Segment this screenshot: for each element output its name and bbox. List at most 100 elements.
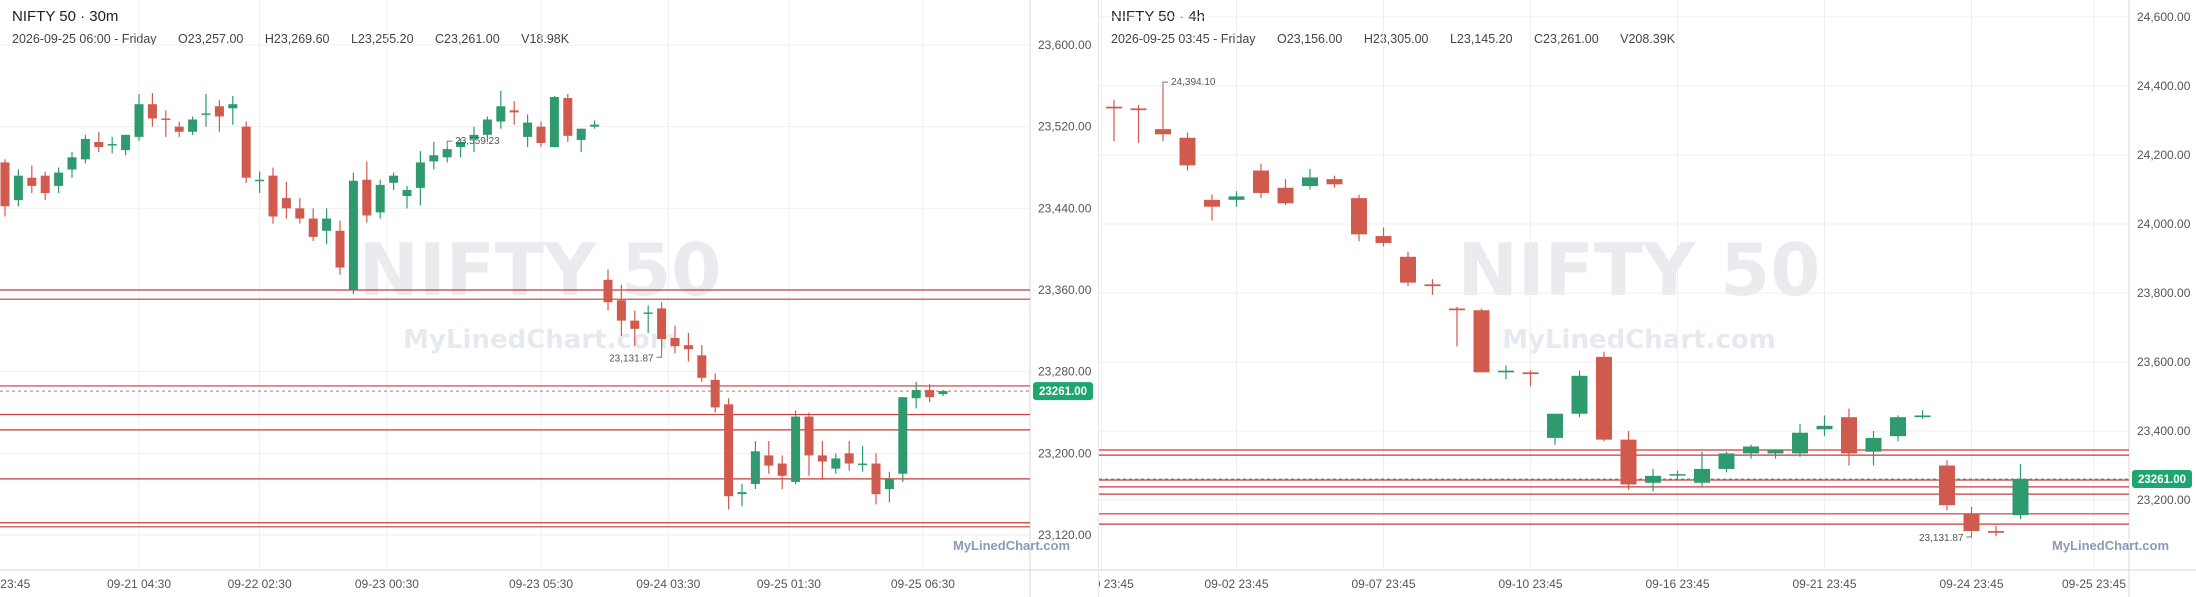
y-tick-label: 24,600.00 xyxy=(2137,10,2191,24)
candle-body xyxy=(1571,375,1588,414)
candle-body xyxy=(1228,196,1245,200)
last-price-badge xyxy=(2132,469,2192,488)
candle-body xyxy=(402,189,412,197)
candle-body xyxy=(1669,474,1686,476)
candle-body xyxy=(670,337,680,347)
bar-volume: V18.98K xyxy=(521,32,570,46)
candle-body xyxy=(241,126,251,178)
candle-body xyxy=(1130,108,1147,111)
watermark-site: MyLinedChart.com xyxy=(403,325,677,355)
x-tick-label: 09-21 04:30 xyxy=(107,577,171,591)
candle-body xyxy=(161,118,171,120)
last-price-label: 23261.00 xyxy=(1039,386,1087,398)
candle-body xyxy=(884,478,894,490)
candlestick-chart-30m[interactable]: NIFTY 50 MyLinedChart.com 23,559.23 23,131.… xyxy=(0,0,1098,597)
candle-body xyxy=(509,110,519,113)
bar-low: L23,255.20 xyxy=(350,32,414,46)
watermark-symbol: NIFTY 50 xyxy=(359,228,722,312)
candle-body xyxy=(107,144,117,146)
candle-body xyxy=(911,390,921,399)
candle-body xyxy=(335,230,345,268)
candle-body xyxy=(1620,439,1637,485)
x-tick-label: 09-25 23:45 xyxy=(2062,577,2126,591)
candle-body xyxy=(121,134,131,151)
candle-body xyxy=(563,98,573,136)
candle-body xyxy=(1596,356,1612,440)
candle-body xyxy=(1424,284,1441,287)
y-tick-label: 24,400.00 xyxy=(2137,79,2191,93)
candle-body xyxy=(1718,453,1735,469)
candle-body xyxy=(1645,475,1661,483)
x-tick-label: 09-10 23:45 xyxy=(1498,577,1562,591)
bar-volume: V208.39K xyxy=(1620,32,1676,46)
candle-body xyxy=(174,126,184,132)
candle-body xyxy=(1963,513,1980,532)
candle-body xyxy=(710,379,720,408)
candle-body xyxy=(590,124,600,127)
watermark-site: MyLinedChart.com xyxy=(1502,325,1776,355)
candle-body xyxy=(40,175,50,194)
candle-body xyxy=(228,104,238,109)
candle-body xyxy=(268,175,278,217)
bar-high: H23,305.00 xyxy=(1363,32,1429,46)
candle-body xyxy=(1277,187,1294,204)
candle-body xyxy=(844,453,854,464)
candle-body xyxy=(576,128,586,140)
candle-body xyxy=(1498,370,1514,373)
candle-body xyxy=(536,126,546,143)
candle-body xyxy=(777,463,787,476)
candle-body xyxy=(188,119,198,132)
candle-body xyxy=(523,122,533,137)
candle-body xyxy=(442,149,452,158)
candle-body xyxy=(94,141,104,148)
candle-body xyxy=(764,455,774,466)
bar-close: C23,261.00 xyxy=(435,32,500,46)
x-tick-label: 09-16 23:45 xyxy=(1645,577,1709,591)
candle-body xyxy=(27,177,37,186)
candle-body xyxy=(13,175,23,201)
ohlc-readout: 2026-09-25 06:00 - Friday O23,257.00 H23… xyxy=(12,32,587,46)
candle-body xyxy=(375,184,385,213)
candle-body xyxy=(1106,106,1122,109)
candle-body xyxy=(1155,129,1171,135)
chart-panel-30m[interactable]: NIFTY 50 · 30m 2026-09-25 06:00 - Friday… xyxy=(0,0,1098,597)
x-tick-label: 09-24 03:30 xyxy=(636,577,700,591)
candle-body xyxy=(1939,465,1955,506)
chart-panel-4h[interactable]: NIFTY 50 · 4h 2026-09-25 03:45 - Friday … xyxy=(1098,0,2196,597)
candle-body xyxy=(362,179,372,216)
x-tick-label: 09-22 02:30 xyxy=(228,577,292,591)
candle-body xyxy=(549,97,559,148)
candle-body xyxy=(1816,425,1833,430)
candle-body xyxy=(295,208,305,219)
candle-body xyxy=(1253,170,1269,193)
y-tick-label: 23,800.00 xyxy=(2137,286,2191,300)
candle-body xyxy=(1841,417,1857,454)
y-tick-label: 23,400.00 xyxy=(2137,424,2191,438)
x-tick-label: 09-07 23:45 xyxy=(1351,577,1415,591)
candle-body xyxy=(683,345,693,350)
candle-body xyxy=(1375,236,1392,243)
candle-body xyxy=(804,416,814,456)
candle-body xyxy=(791,416,801,482)
candle-body xyxy=(1694,468,1710,483)
high-label: 24,394.10 xyxy=(1171,77,1216,88)
bar-date: 2026-09-25 06:00 - Friday xyxy=(12,32,157,46)
candlestick-chart-4h[interactable]: NIFTY 50 MyLinedChart.com 24,394.10 23,131.… xyxy=(1099,0,2196,597)
x-tick-label: 09-02 23:45 xyxy=(1204,577,1268,591)
candle-body xyxy=(603,279,613,303)
x-tick-label: 09-25 06:30 xyxy=(891,577,955,591)
y-tick-label: 23,120.00 xyxy=(1038,528,1092,542)
brand-label: MyLinedChart.com xyxy=(2052,538,2169,553)
y-tick-label: 23,200.00 xyxy=(1038,446,1092,460)
y-tick-label: 23,520.00 xyxy=(1038,120,1092,134)
bar-high: H23,269.60 xyxy=(264,32,330,46)
candle-body xyxy=(643,312,653,314)
x-tick-label: 09-20 23:45 xyxy=(0,577,31,591)
candle-body xyxy=(616,300,626,321)
candle-body xyxy=(456,141,466,148)
low-label: 23,131.87 xyxy=(1919,533,1964,544)
candle-body xyxy=(0,162,10,207)
watermark-symbol: NIFTY 50 xyxy=(1458,228,1821,312)
candle-body xyxy=(817,455,827,462)
candle-body xyxy=(938,391,948,395)
